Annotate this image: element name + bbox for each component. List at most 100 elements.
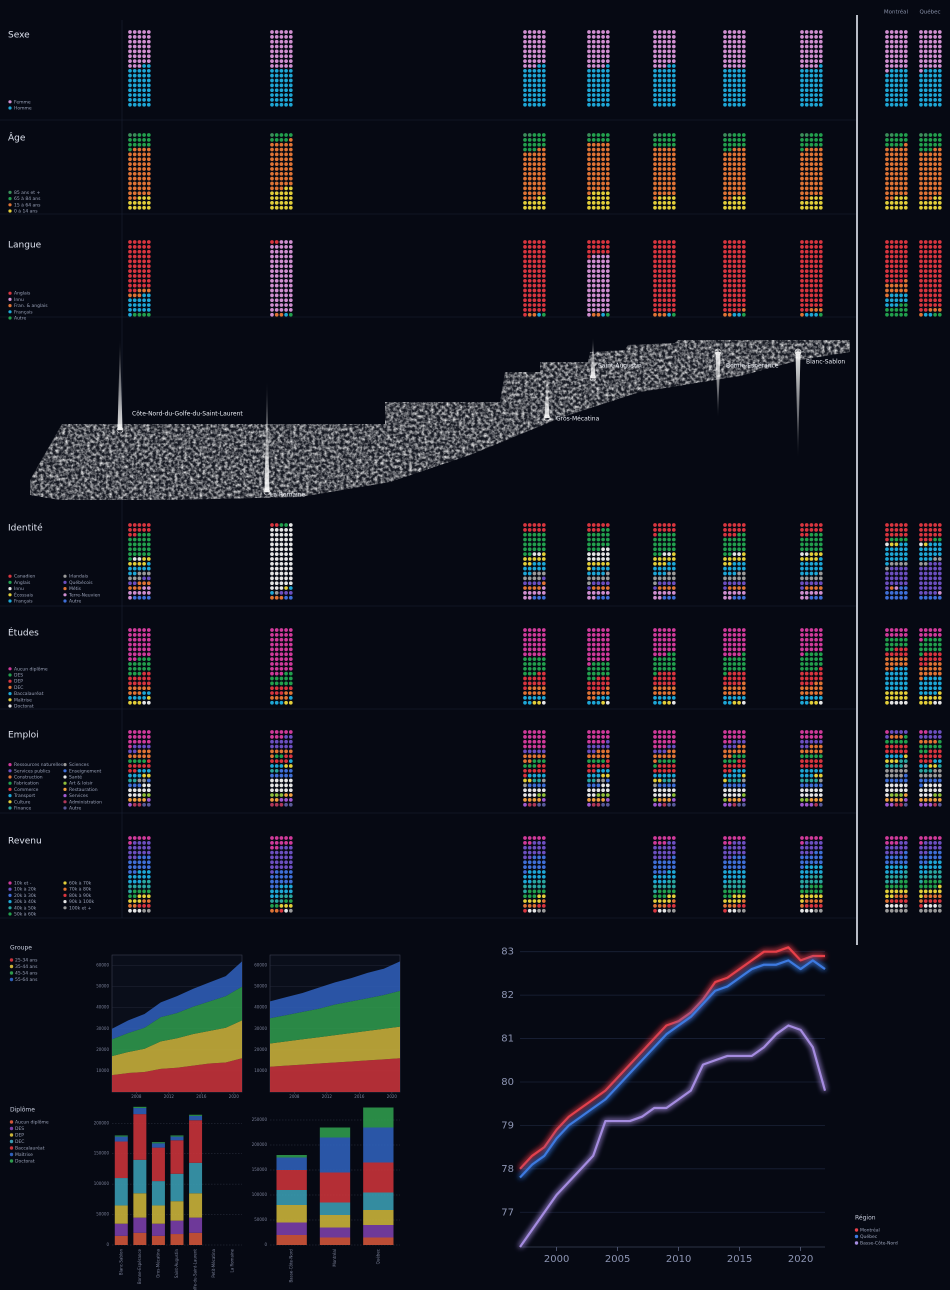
waffle-dot xyxy=(894,171,899,176)
waffle-dot xyxy=(741,676,746,681)
waffle-dot xyxy=(128,73,132,78)
waffle-dot xyxy=(933,64,937,68)
waffle-dot xyxy=(662,845,667,850)
waffle-dot xyxy=(537,98,541,102)
waffle-dot xyxy=(523,666,527,671)
waffle-dot xyxy=(537,798,541,802)
waffle-dot xyxy=(814,147,818,152)
waffle-dot xyxy=(596,768,601,773)
waffle-dot xyxy=(274,98,279,102)
waffle-dot xyxy=(667,889,671,894)
waffle-dot xyxy=(804,666,809,671)
waffle-dot xyxy=(653,860,657,865)
waffle-dot xyxy=(928,642,933,647)
waffle-dot xyxy=(923,657,928,661)
waffle-dot xyxy=(899,783,903,788)
waffle-dot xyxy=(732,759,737,763)
waffle-dot xyxy=(284,64,288,68)
waffle-dot xyxy=(800,874,804,879)
waffle-dot xyxy=(532,138,537,142)
waffle-dot xyxy=(587,254,591,259)
waffle-dot xyxy=(818,152,823,157)
waffle-dot xyxy=(657,768,662,773)
waffle-dot xyxy=(737,749,741,754)
waffle-dot xyxy=(532,152,537,157)
waffle-dot xyxy=(723,83,727,88)
waffle-dot xyxy=(132,205,137,210)
waffle-dot xyxy=(804,778,809,783)
waffle-dot xyxy=(800,642,804,647)
waffle-dot xyxy=(527,628,532,632)
waffle-dot xyxy=(741,147,746,152)
waffle-dot xyxy=(591,764,596,768)
waffle-dot xyxy=(800,793,804,797)
waffle-dot xyxy=(657,552,662,556)
waffle-dot xyxy=(723,788,727,793)
waffle-dot xyxy=(818,686,823,691)
waffle-dot xyxy=(146,191,151,196)
waffle-dot xyxy=(667,681,671,686)
waffle-dot xyxy=(903,730,908,734)
waffle-dot xyxy=(923,542,928,547)
waffle-dot xyxy=(928,293,933,298)
waffle-dot xyxy=(605,264,610,269)
waffle-dot xyxy=(662,293,667,298)
waffle-dot xyxy=(727,259,732,264)
waffle-dot xyxy=(596,49,601,54)
waffle-dot xyxy=(662,566,667,571)
waffle-dot xyxy=(885,532,889,537)
waffle-dot xyxy=(532,899,537,903)
waffle-dot xyxy=(885,681,889,686)
waffle-dot xyxy=(270,30,274,34)
waffle-dot xyxy=(732,836,737,840)
waffle-dot xyxy=(889,83,894,88)
waffle-dot xyxy=(737,78,741,83)
waffle-dot xyxy=(523,181,527,186)
waffle-dot xyxy=(128,523,132,527)
waffle-dot xyxy=(587,576,591,581)
waffle-dot xyxy=(928,152,933,157)
waffle-dot xyxy=(814,537,818,542)
waffle-dot xyxy=(814,68,818,73)
waffle-dot xyxy=(537,278,541,283)
waffle-dot xyxy=(142,676,146,681)
waffle-dot xyxy=(288,259,293,264)
waffle-dot xyxy=(923,749,928,754)
waffle-dot xyxy=(727,657,732,661)
waffle-dot xyxy=(809,647,814,652)
waffle-dot xyxy=(128,83,132,88)
waffle-dot xyxy=(601,54,605,59)
waffle-dot xyxy=(142,312,146,317)
waffle-dot xyxy=(288,298,293,303)
waffle-dot xyxy=(723,59,727,63)
waffle-dot xyxy=(541,49,546,54)
waffle-dot xyxy=(809,259,814,264)
waffle-dot xyxy=(894,783,899,788)
waffle-dot xyxy=(601,764,605,768)
waffle-dot xyxy=(288,855,293,860)
legend-swatch xyxy=(8,698,12,702)
waffle-dot xyxy=(727,730,732,734)
waffle-dot xyxy=(653,879,657,884)
waffle-dot xyxy=(818,691,823,695)
waffle-dot xyxy=(727,581,732,586)
waffle-dot xyxy=(279,303,284,307)
legend-label: Anglais xyxy=(14,291,31,297)
waffle-dot xyxy=(527,633,532,637)
waffle-dot xyxy=(723,171,727,176)
waffle-dot xyxy=(741,628,746,632)
waffle-dot xyxy=(903,595,908,600)
waffle-dot xyxy=(142,666,146,671)
waffle-dot xyxy=(288,860,293,865)
waffle-dot xyxy=(270,191,274,196)
waffle-dot xyxy=(142,303,146,307)
waffle-dot xyxy=(591,49,596,54)
waffle-dot xyxy=(800,662,804,666)
waffle-dot xyxy=(937,191,942,196)
waffle-dot xyxy=(128,865,132,869)
waffle-dot xyxy=(723,162,727,166)
waffle-dot xyxy=(279,899,284,903)
waffle-dot xyxy=(667,778,671,783)
waffle-dot xyxy=(279,744,284,749)
waffle-dot xyxy=(818,523,823,527)
